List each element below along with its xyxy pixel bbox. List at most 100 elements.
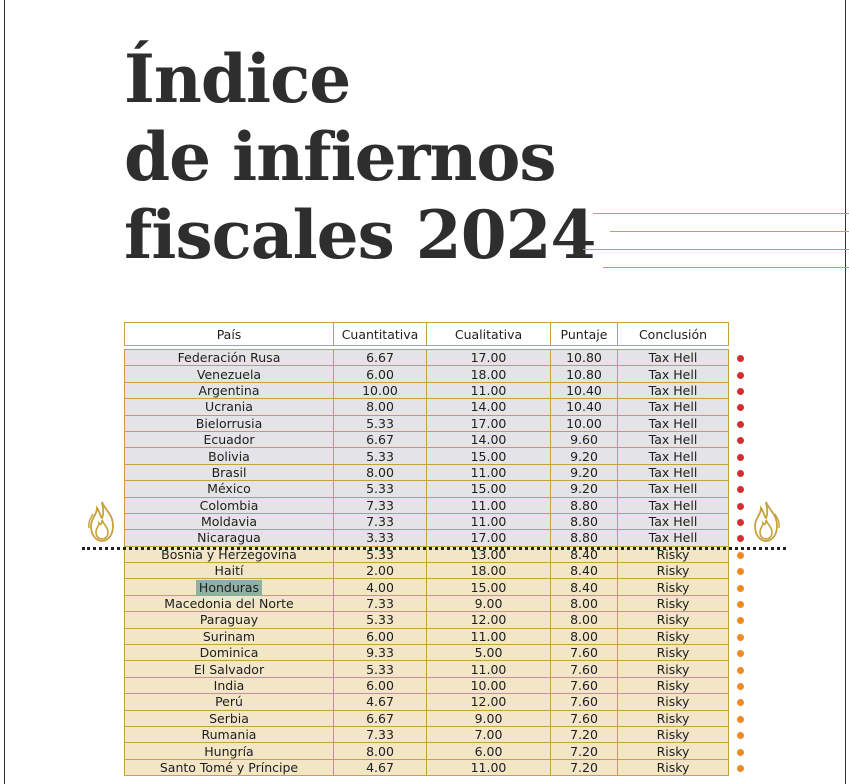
status-cell	[728, 578, 752, 596]
header-quantitative: Cuantitativa	[333, 322, 427, 346]
cell-score: 10.00	[550, 414, 618, 432]
cell-quantitative: 6.00	[333, 365, 427, 383]
cell-country: El Salvador	[124, 660, 334, 678]
cell-qualitative: 17.00	[426, 414, 551, 432]
decorative-line	[593, 213, 849, 214]
cell-quantitative: 5.33	[333, 611, 427, 629]
header-score: Puntaje	[550, 322, 618, 346]
header-status-spacer	[728, 322, 752, 346]
cell-qualitative: 13.00	[426, 545, 551, 564]
cell-qualitative: 11.00	[426, 660, 551, 678]
status-cell	[728, 611, 752, 629]
status-cell	[728, 726, 752, 743]
cell-conclusion: Tax Hell	[617, 512, 729, 531]
status-dot-icon	[736, 764, 744, 772]
cell-conclusion: Tax Hell	[617, 398, 729, 416]
cell-qualitative: 11.00	[426, 463, 551, 482]
highlighted-country: Honduras	[195, 579, 263, 595]
status-dot-icon	[736, 666, 744, 674]
table-row: Argentina 10.00 11.00 10.40 Tax Hell	[124, 381, 752, 400]
flame-icon	[88, 501, 114, 542]
cell-quantitative: 5.33	[333, 660, 427, 678]
cell-quantitative: 7.33	[333, 725, 427, 744]
table-row: Surinam 6.00 11.00 8.00 Risky	[124, 627, 752, 646]
cell-quantitative: 10.00	[333, 381, 427, 400]
table-row: Honduras 4.00 15.00 8.40 Risky	[124, 578, 752, 596]
cell-country: Colombia	[124, 496, 334, 514]
cell-quantitative: 6.00	[333, 627, 427, 646]
status-cell	[728, 644, 752, 661]
cell-conclusion: Risky	[617, 676, 729, 695]
cell-score: 7.20	[550, 742, 618, 760]
decorative-line	[603, 267, 849, 268]
status-dot-icon	[736, 617, 744, 625]
status-dot-icon	[736, 732, 744, 740]
cell-qualitative: 5.00	[426, 644, 551, 662]
decorative-line	[583, 249, 849, 250]
status-cell	[728, 497, 752, 514]
cell-score: 8.00	[550, 611, 618, 629]
table-row: Ecuador 6.67 14.00 9.60 Tax Hell	[124, 430, 752, 449]
status-dot-icon	[736, 387, 744, 395]
cell-qualitative: 10.00	[426, 676, 551, 695]
status-dot-icon	[736, 486, 744, 494]
cell-country: India	[124, 676, 334, 695]
cell-qualitative: 17.00	[426, 348, 551, 367]
cell-country: Dominica	[124, 644, 334, 662]
cell-conclusion: Tax Hell	[617, 365, 729, 383]
title-line-2: de infiernos	[124, 118, 557, 196]
cell-score: 10.80	[550, 365, 618, 383]
cell-country: Brasil	[124, 463, 334, 482]
cell-qualitative: 17.00	[426, 529, 551, 547]
cell-quantitative: 4.67	[333, 693, 427, 711]
cell-conclusion: Risky	[617, 644, 729, 662]
cell-score: 7.20	[550, 725, 618, 744]
cell-conclusion: Risky	[617, 660, 729, 678]
cell-quantitative: 6.67	[333, 348, 427, 367]
cell-qualitative: 14.00	[426, 430, 551, 449]
table-row: India 6.00 10.00 7.60 Risky	[124, 676, 752, 695]
cell-conclusion: Risky	[617, 562, 729, 580]
cell-quantitative: 7.33	[333, 594, 427, 613]
status-cell	[728, 660, 752, 678]
status-cell	[728, 349, 752, 366]
status-dot-icon	[736, 404, 744, 412]
cell-score: 8.00	[550, 627, 618, 646]
status-dot-icon	[736, 748, 744, 756]
cell-score: 8.80	[550, 529, 618, 547]
cell-country: Nicaragua	[124, 529, 334, 547]
flame-icon	[754, 501, 780, 542]
table-row: Rumania 7.33 7.00 7.20 Risky	[124, 725, 752, 744]
cell-conclusion: Risky	[617, 709, 729, 727]
status-cell	[728, 415, 752, 432]
cell-quantitative: 3.33	[333, 529, 427, 547]
cell-score: 8.80	[550, 512, 618, 531]
table-row: Brasil 8.00 11.00 9.20 Tax Hell	[124, 463, 752, 482]
cell-qualitative: 11.00	[426, 758, 551, 777]
page-title: Índice de infiernos fiscales 2024	[124, 40, 596, 274]
table-row: Perú 4.67 12.00 7.60 Risky	[124, 693, 752, 711]
cell-country: Honduras	[124, 578, 334, 596]
page-left-border	[4, 0, 5, 784]
cell-conclusion: Tax Hell	[617, 496, 729, 514]
cell-score: 8.00	[550, 594, 618, 613]
cell-conclusion: Risky	[617, 693, 729, 711]
header-country: País	[124, 322, 334, 346]
cell-score: 9.60	[550, 430, 618, 449]
cell-qualitative: 11.00	[426, 627, 551, 646]
table-row: Bosnia y Herzegovina 5.33 13.00 8.40 Risky	[124, 545, 752, 564]
table-row: Venezuela 6.00 18.00 10.80 Tax Hell	[124, 365, 752, 383]
cell-qualitative: 7.00	[426, 725, 551, 744]
cell-country: Ecuador	[124, 430, 334, 449]
table-row: Bolivia 5.33 15.00 9.20 Tax Hell	[124, 447, 752, 465]
status-dot-icon	[736, 601, 744, 609]
table-row: Colombia 7.33 11.00 8.80 Tax Hell	[124, 496, 752, 514]
table-row: Paraguay 5.33 12.00 8.00 Risky	[124, 611, 752, 629]
cell-country: Perú	[124, 693, 334, 711]
cell-conclusion: Tax Hell	[617, 414, 729, 432]
status-cell	[728, 742, 752, 760]
cell-country: Ucrania	[124, 398, 334, 416]
cell-quantitative: 6.67	[333, 709, 427, 727]
cell-conclusion: Risky	[617, 578, 729, 596]
status-dot-icon	[736, 715, 744, 723]
